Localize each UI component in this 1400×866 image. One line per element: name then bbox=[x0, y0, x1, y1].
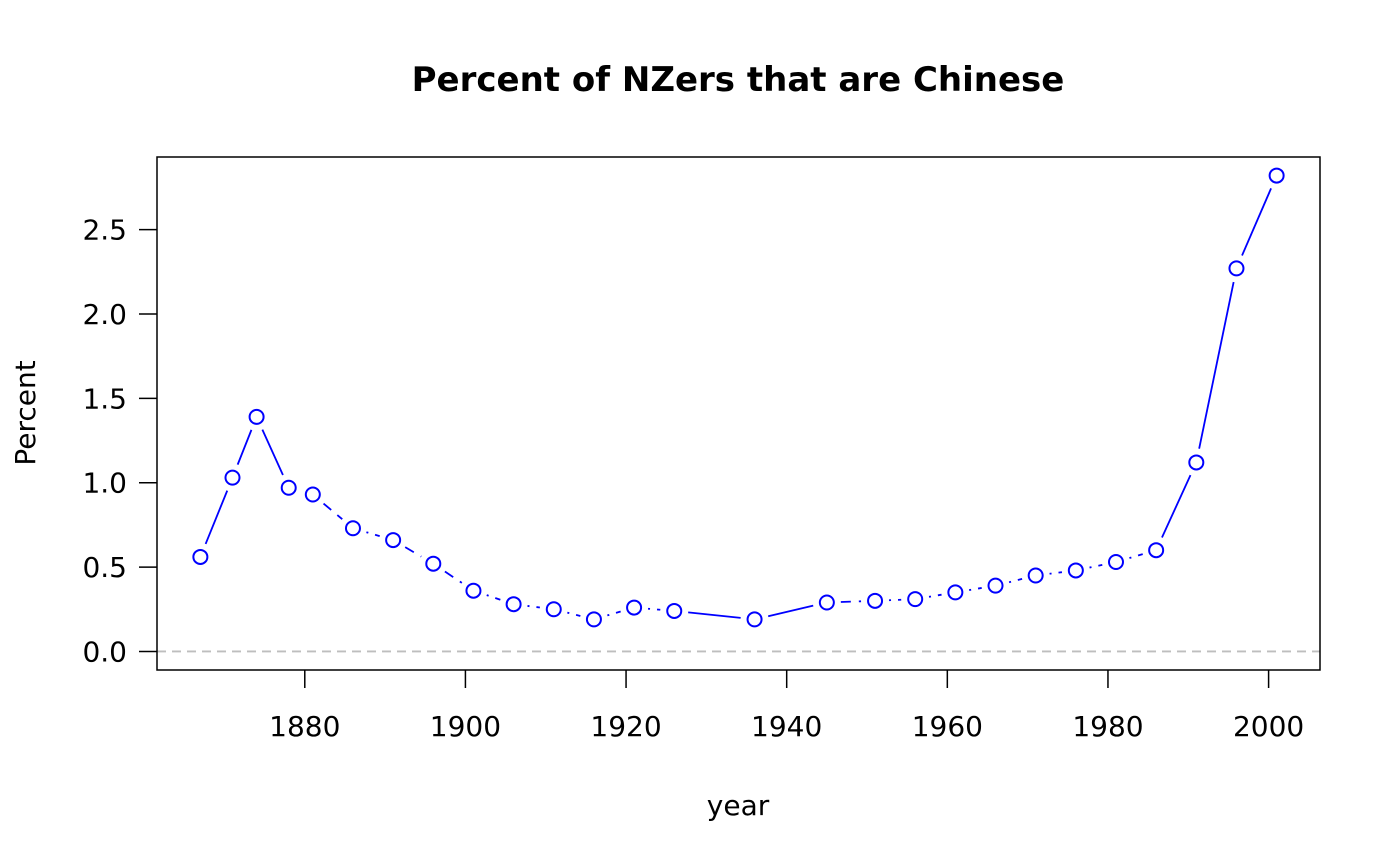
series-line-segment bbox=[204, 490, 229, 545]
data-point bbox=[987, 577, 1004, 594]
data-point bbox=[1107, 554, 1124, 570]
x-tick-label: 1900 bbox=[430, 710, 501, 743]
data-point bbox=[1228, 260, 1245, 277]
data-point bbox=[224, 469, 241, 486]
series-line-segment bbox=[1241, 188, 1272, 256]
series-line-segment bbox=[567, 611, 581, 617]
data-point bbox=[344, 520, 361, 537]
data-point bbox=[385, 532, 402, 549]
series-line-segment bbox=[527, 605, 540, 609]
data-point bbox=[1188, 454, 1205, 471]
x-tick-label: 1940 bbox=[751, 710, 822, 743]
data-point bbox=[545, 601, 562, 618]
x-tick-label: 1960 bbox=[912, 710, 983, 743]
series-line-segment bbox=[1161, 474, 1192, 538]
series-line-segment bbox=[1049, 571, 1063, 575]
data-point bbox=[746, 611, 763, 628]
series-line-segment bbox=[840, 600, 862, 603]
series-line-segment bbox=[888, 598, 902, 602]
series-line-segment bbox=[1129, 553, 1143, 559]
series-line-segment bbox=[486, 594, 501, 601]
y-tick-label: 1.5 bbox=[82, 382, 127, 415]
series-line-segment bbox=[404, 546, 422, 558]
data-point bbox=[1268, 167, 1285, 184]
y-tick-label: 1.0 bbox=[82, 467, 127, 500]
y-tick-label: 2.0 bbox=[82, 298, 127, 331]
series-line-segment bbox=[688, 611, 741, 619]
data-point bbox=[280, 479, 297, 496]
series-line-segment bbox=[928, 593, 942, 598]
series-line-segment bbox=[236, 429, 253, 465]
data-point bbox=[818, 594, 835, 611]
x-tick-label: 1920 bbox=[590, 710, 661, 743]
data-point bbox=[585, 611, 602, 628]
series-line-segment bbox=[1198, 281, 1235, 449]
data-point bbox=[666, 602, 683, 619]
data-point bbox=[626, 599, 643, 616]
data-point bbox=[248, 408, 265, 425]
data-point bbox=[907, 591, 924, 608]
data-point bbox=[1067, 562, 1084, 579]
x-axis-label: year bbox=[707, 789, 770, 822]
data-point bbox=[465, 582, 482, 599]
y-tick-label: 0.5 bbox=[82, 551, 127, 584]
series-line-segment bbox=[1008, 578, 1023, 584]
y-tick-label: 0.0 bbox=[82, 635, 127, 668]
series-line-segment bbox=[1089, 563, 1103, 569]
data-point bbox=[425, 555, 442, 572]
series-line-segment bbox=[366, 531, 380, 537]
data-point bbox=[947, 584, 964, 601]
data-point bbox=[1027, 567, 1044, 584]
data-point bbox=[867, 592, 884, 609]
data-point bbox=[304, 486, 321, 503]
plot-area: 1880 1900 1920 1940 1960 1980 2000 0.0 0.5 1.0 1.5… bbox=[82, 156, 1321, 743]
series-line-segment bbox=[969, 587, 982, 591]
series-line-segment bbox=[322, 502, 343, 520]
x-tick-label: 1980 bbox=[1072, 710, 1143, 743]
data-point bbox=[192, 548, 209, 565]
data-point bbox=[1148, 542, 1165, 559]
series-line-segment bbox=[767, 604, 814, 618]
y-axis-label: Percent bbox=[9, 360, 42, 465]
data-point bbox=[505, 596, 522, 613]
series-line-segment bbox=[444, 570, 463, 584]
x-tick-label: 1880 bbox=[269, 710, 340, 743]
series-line-segment bbox=[261, 429, 284, 476]
chart-title: Percent of NZers that are Chinese bbox=[412, 60, 1065, 100]
y-tick-label: 2.5 bbox=[82, 214, 127, 247]
x-tick-label: 2000 bbox=[1233, 710, 1304, 743]
plot-frame bbox=[156, 156, 1321, 671]
series-line-segment bbox=[647, 607, 661, 611]
series-line-segment bbox=[607, 610, 621, 617]
